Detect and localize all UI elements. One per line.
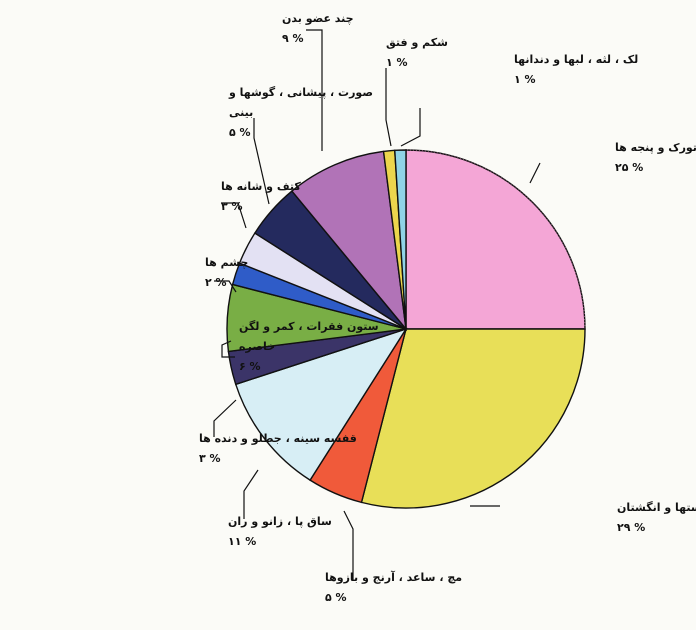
slice-label-11-line-2: % ۱	[386, 56, 408, 69]
slice-label-10-line-1: چند عضو بدن	[282, 12, 354, 25]
slice-label-5-line-2: % ۳	[199, 452, 221, 465]
leader-line-5	[213, 399, 237, 437]
slice-label-3: مچ ، ساعد ، آرنج و بازوها % ۵	[325, 570, 462, 604]
slice-label-2: دستها و انگشتان % ۲۹	[617, 501, 696, 534]
slice-label-4-line-1: ساق پا ، زانو و ران	[228, 515, 332, 528]
slice-label-4-line-2: % ۱۱	[228, 535, 256, 548]
slice-label-11: شکم و فتق % ۱	[386, 36, 448, 69]
leader-line-6	[221, 340, 235, 358]
slice-label-12-line-1: لک ، لثه ، لبها و دندانها	[514, 53, 638, 66]
pie-slices	[226, 149, 586, 509]
pie-slice-10	[290, 150, 407, 332]
slice-label-8-line-1: کتف و شانه ها	[221, 180, 301, 193]
slice-label-5: قفسه سینه ، جطلو و دنده ها % ۳	[199, 432, 357, 465]
slice-label-12: لک ، لثه ، لبها و دندانها % ۱	[514, 53, 638, 86]
leader-line-12	[400, 108, 421, 147]
slice-label-6-line-1: ستون فقرات ، کمر و لگن	[239, 320, 379, 333]
leader-line-4	[243, 469, 259, 519]
slice-label-2-line-1: دستها و انگشتان	[617, 501, 696, 514]
slice-label-9: صورت ، پیشانی ، گوشها و بینی % ۵	[228, 86, 373, 139]
slice-label-2-line-2: % ۲۹	[617, 521, 645, 534]
leader-line-10	[306, 29, 323, 151]
leader-lines	[213, 29, 541, 581]
leader-line-8	[221, 202, 247, 229]
slice-label-8-line-2: % ۳	[221, 200, 243, 213]
leader-line-7	[214, 280, 237, 293]
slice-label-9-line-3: % ۵	[229, 126, 251, 139]
pie-slice-2	[360, 328, 586, 509]
slice-label-1: پا ، تورک و پنجه ها % ۲۵	[615, 141, 696, 174]
slice-label-6-line-2: خاصره	[239, 340, 275, 353]
slice-label-10-line-2: % ۹	[282, 32, 304, 45]
slice-label-3-line-2: % ۵	[325, 591, 347, 604]
leader-line-9	[253, 118, 270, 205]
leader-line-1	[529, 162, 541, 184]
slice-label-1-line-2: % ۲۵	[615, 161, 643, 174]
slice-label-4: ساق پا ، زانو و ران % ۱۱	[228, 515, 332, 548]
slice-label-9-line-1: صورت ، پیشانی ، گوشها و	[228, 86, 373, 99]
slice-label-3-line-1: مچ ، ساعد ، آرنج و بازوها	[325, 570, 462, 584]
slice-label-12-line-2: % ۱	[514, 73, 536, 86]
slice-label-7-line-1: چشم ها	[205, 256, 248, 269]
slice-label-6: ستون فقرات ، کمر و لگن خاصره % ۶	[239, 320, 379, 373]
leader-line-3	[343, 510, 354, 581]
slice-label-1-line-1: پا ، تورک و پنجه ها	[615, 141, 696, 154]
slice-label-6-line-3: % ۶	[239, 360, 261, 373]
slice-label-10: چند عضو بدن % ۹	[282, 12, 354, 45]
slice-label-11-line-1: شکم و فتق	[386, 36, 448, 49]
slice-labels: پا ، تورک و پنجه ها % ۲۵ دستها و انگشتان % …	[199, 12, 696, 604]
slice-label-5-line-1: قفسه سینه ، جطلو و دنده ها	[199, 432, 357, 445]
slice-label-7-line-2: % ۲	[205, 276, 227, 289]
slice-label-9-line-2: بینی	[229, 106, 253, 119]
pie-slice-4	[234, 327, 408, 482]
leader-line-11	[385, 68, 392, 147]
pie-slice-1	[405, 149, 586, 330]
slice-label-8: کتف و شانه ها % ۳	[221, 180, 301, 213]
pie-slice-12	[394, 149, 407, 330]
slice-label-7: چشم ها % ۲	[205, 256, 248, 289]
